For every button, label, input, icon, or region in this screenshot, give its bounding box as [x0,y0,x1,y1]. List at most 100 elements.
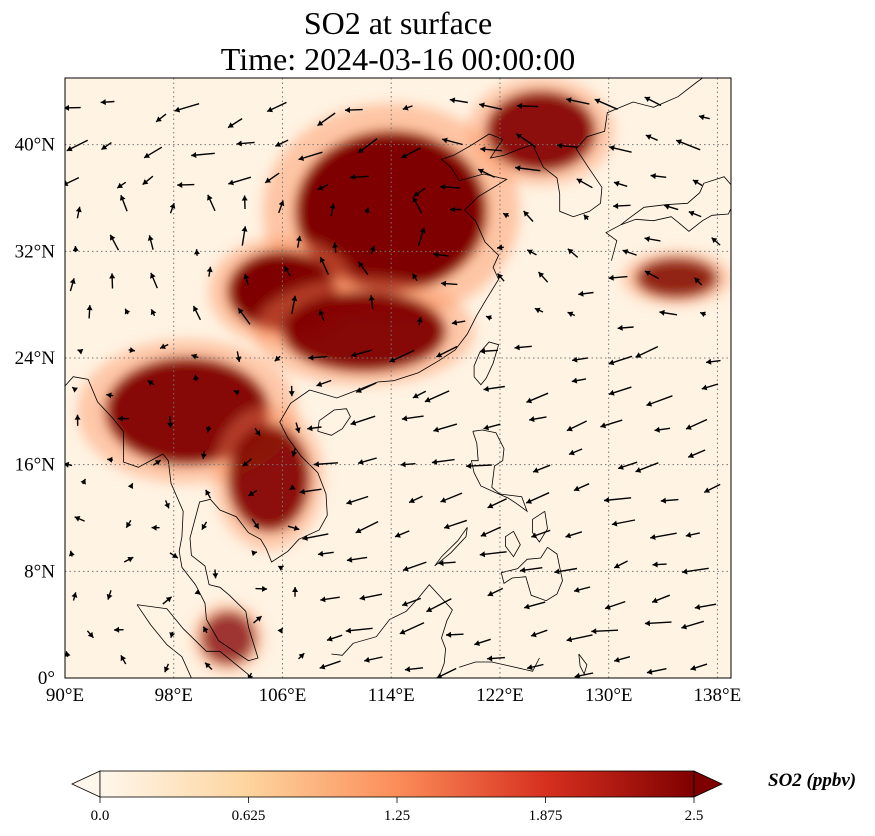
wind-arrow-head [69,550,75,557]
wind-arrow-head [69,278,76,284]
wind-arrow-head [617,324,623,331]
coastline [620,176,731,226]
wind-arrow-head [291,451,298,457]
wind-arrow-head [106,392,112,399]
wind-arrow-head [358,459,364,465]
wind-arrow-head [497,244,503,251]
wind-arrow-head [203,626,209,633]
wind-arrow-head [316,381,323,387]
wind-arrow-head [574,587,580,593]
wind-arrow-head [313,461,320,468]
wind-arrow-head [205,662,211,669]
wind-arrow-head [358,261,364,268]
wind-arrow-head [318,309,325,316]
colorbar-tick-label: 1.25 [384,808,410,824]
wind-arrow-head [207,194,213,201]
wind-arrow-head [571,377,578,384]
wind-arrow-head [644,96,651,102]
wind-arrow-head [527,664,533,671]
wind-arrow-head [574,672,581,678]
wind-arrow-head [275,141,282,147]
wind-arrow-head [404,666,411,673]
coastline [136,604,192,678]
wind-arrow-head [526,397,533,404]
wind-arrow-head [288,391,295,397]
coastline [605,208,731,261]
wind-arrow-head [412,393,419,399]
wind-arrow-head [345,107,351,113]
wind-arrow-head [611,520,618,527]
wind-arrow-head [520,567,526,573]
wind-arrow-head [238,308,244,314]
wind-arrow-head [296,235,302,242]
wind-arrow-head [566,636,573,643]
wind-arrow-head [319,663,326,670]
wind-arrow-head [483,424,490,431]
wind-arrow-head [503,213,509,219]
wind-arrow-head [201,523,207,530]
wind-arrow-head [583,214,590,221]
wind-arrow-head [614,563,620,569]
wind-arrow-head [274,355,281,362]
wind-arrow-head [358,147,364,153]
wind-arrow-head [698,114,705,121]
wind-arrow-head [591,628,597,635]
wind-arrow-head [317,184,324,191]
wind-arrow-head [351,351,357,358]
wind-arrow-head [515,165,521,172]
wind-arrow-head [600,422,607,429]
wind-arrow-head [660,497,666,504]
wind-arrow-head [164,502,170,509]
wind-arrow-head [262,585,268,592]
wind-arrow-head [154,460,161,466]
wind-arrow-head [701,384,708,391]
wind-arrow-head [538,272,545,278]
wind-arrow-head [320,596,326,603]
wind-arrow-head [412,197,418,203]
coastline [434,527,468,567]
wind-arrow-head [440,183,446,190]
wind-arrow-head [124,308,131,315]
wind-arrow-head [319,257,326,263]
coastline [331,584,453,678]
wind-arrow-head [228,179,234,186]
axis-ticks: 90°E 98°E 106°E 114°E 122°E 130°E 138°E 0° 8°N 16… [15,135,742,706]
wind-arrow-head [436,352,443,358]
wind-arrow-head [247,674,254,678]
wind-arrow-head [426,606,433,612]
wind-arrow-head [566,97,572,104]
wind-arrow-head [298,155,305,161]
wind-arrow-head [317,120,324,126]
wind-arrow-head [433,426,439,433]
wind-arrow-head [650,534,656,540]
wind-arrow-head [416,317,423,323]
wind-arrow-head [613,180,620,187]
wind-arrow-head [308,354,314,361]
wind-arrow-head [685,531,692,538]
gridlines [65,78,731,678]
wind-arrow-head [167,422,174,428]
wind-arrow-head [65,461,70,468]
so2-high-region [486,91,596,172]
colorbar: 0.0 0.625 1.25 1.875 2.5 [71,770,723,824]
wind-arrow-head [369,245,376,252]
wind-arrow-head [233,389,240,396]
wind-arrow-head [346,556,353,563]
wind-arrow-head [172,552,178,558]
map-title: SO2 at surface [303,5,493,41]
wind-arrow-head [241,195,248,201]
wind-arrow-head [355,527,362,534]
wind-arrow-head [345,627,352,634]
colorbar-tick-label: 1.875 [529,808,563,824]
wind-arrow-head [65,180,69,186]
wind-arrow-head [644,236,650,242]
wind-arrow-head [556,142,563,149]
wind-arrow-head [86,305,93,311]
wind-arrow-head [350,419,357,426]
wind-arrow-head [235,356,242,362]
wind-arrow-head [644,270,651,277]
wind-arrow-head [193,305,199,312]
lon-tick-label: 122°E [476,685,524,706]
wind-arrow-head [289,484,296,490]
wind-arrow-head [77,348,84,355]
